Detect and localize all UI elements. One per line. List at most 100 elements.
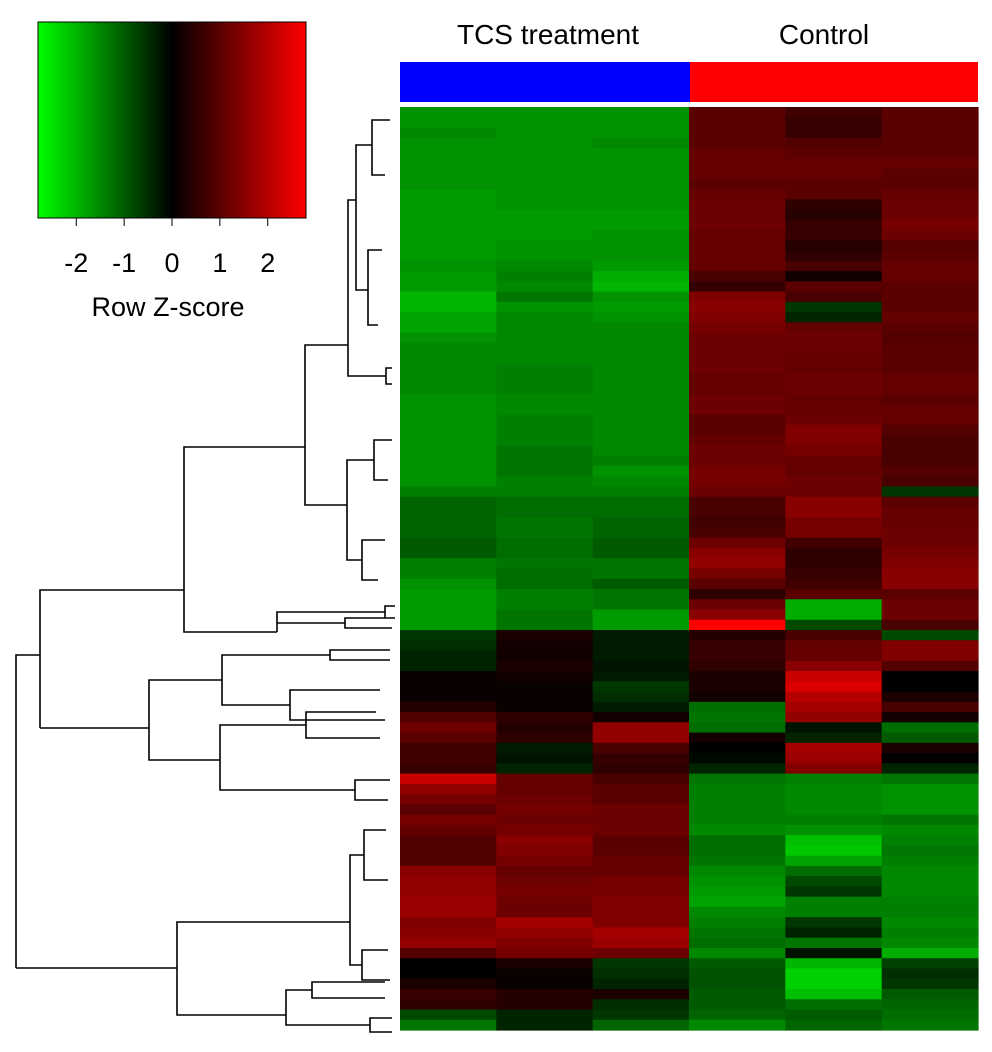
heatmap-cell [592, 250, 690, 262]
heatmap-cell [400, 568, 497, 580]
heatmap-cell [881, 804, 979, 816]
heatmap-cell [496, 363, 594, 375]
heatmap-cell [496, 835, 594, 846]
heatmap-cell [400, 599, 497, 611]
heatmap-cell [592, 117, 690, 129]
heatmap-cell [496, 117, 594, 129]
heatmap-cell [881, 978, 979, 990]
heatmap-cell [785, 137, 883, 149]
heatmap-cell [400, 855, 497, 867]
heatmap-cell [592, 865, 690, 877]
heatmap-cell [785, 978, 883, 990]
heatmap-cell [400, 424, 497, 436]
heatmap-cell [496, 876, 594, 888]
heatmap-cell [785, 107, 883, 118]
heatmap-cell [592, 753, 690, 764]
heatmap-cell [592, 332, 690, 344]
heatmap-cell [496, 404, 594, 416]
heatmap-cell [689, 681, 786, 693]
heatmap-cell [881, 476, 979, 488]
heatmap-cell [785, 209, 883, 221]
heatmap-cell [592, 640, 690, 652]
heatmap-cell [496, 219, 594, 231]
heatmap-cell [881, 332, 979, 344]
heatmap-cell [592, 609, 690, 621]
heatmap-cell [400, 609, 497, 621]
heatmap-cell [689, 527, 786, 539]
heatmap-cell [881, 988, 979, 1000]
heatmap-cell [400, 845, 497, 857]
heatmap-cell [400, 619, 497, 631]
heatmap-cell [400, 958, 497, 970]
heatmap-cell [400, 1009, 497, 1021]
heatmap-cell [592, 701, 690, 713]
heatmap-cell [881, 763, 979, 775]
heatmap-cell [785, 814, 883, 826]
heatmap-cell [496, 578, 594, 590]
heatmap-cell [689, 978, 786, 990]
heatmap-cell [400, 178, 497, 190]
dendrogram-root [15, 144, 386, 1026]
heatmap-cell [496, 794, 594, 805]
heatmap-cell [785, 178, 883, 190]
heatmap-cell [496, 517, 594, 529]
heatmap-cell [592, 896, 690, 908]
heatmap-cell [785, 312, 883, 323]
heatmap-cell [881, 127, 979, 139]
heatmap-cell [881, 271, 979, 282]
heatmap-cell [592, 968, 690, 980]
heatmap-cell [881, 424, 979, 436]
heatmap-cell [785, 619, 883, 631]
heatmap-cell [881, 558, 979, 570]
heatmap-cell [689, 158, 786, 170]
heatmap-cell [400, 281, 497, 293]
heatmap-cell [689, 937, 786, 949]
heatmap-cell [689, 763, 786, 775]
heatmap-cell [592, 168, 690, 180]
heatmap-cell [785, 332, 883, 344]
heatmap-cell [496, 599, 594, 611]
heatmap-cell [785, 691, 883, 703]
heatmap-cell [881, 322, 979, 334]
heatmap-cell [592, 271, 690, 282]
heatmap-cell [496, 342, 594, 354]
heatmap-cell [689, 240, 786, 252]
heatmap-cell [592, 671, 690, 682]
group-color-bar-tcs-treatment [400, 62, 690, 102]
heatmap-cell [881, 250, 979, 262]
heatmap-cell [785, 127, 883, 139]
heatmap-cell [689, 127, 786, 139]
heatmap-cell [496, 804, 594, 816]
heatmap-cell [881, 578, 979, 590]
heatmap-cell [496, 845, 594, 857]
color-key-gradient [37, 21, 307, 219]
heatmap-cell [496, 712, 594, 723]
heatmap-cell [689, 855, 786, 867]
heatmap-cell [496, 445, 594, 457]
heatmap-cell [400, 189, 497, 200]
heatmap-cell [400, 660, 497, 672]
heatmap-cell [400, 199, 497, 211]
heatmap-cell [689, 117, 786, 129]
heatmap-cell [785, 712, 883, 723]
heatmap-cell [881, 958, 979, 970]
heatmap-cell [496, 814, 594, 826]
heatmap-cell [496, 783, 594, 795]
heatmap-cell [496, 312, 594, 323]
heatmap-cell [400, 835, 497, 846]
heatmap-cell [785, 794, 883, 805]
heatmap-cell [592, 342, 690, 354]
heatmap-cell [881, 363, 979, 375]
heatmap-cell [592, 455, 690, 467]
heatmap-cell [785, 609, 883, 621]
heatmap-cell [689, 722, 786, 734]
heatmap-cell [592, 927, 690, 939]
heatmap-cell [689, 291, 786, 303]
heatmap-cell [881, 455, 979, 467]
heatmap-cell [785, 373, 883, 385]
heatmap-cell [785, 937, 883, 949]
heatmap-cell [689, 1019, 786, 1031]
heatmap-cell [785, 240, 883, 252]
heatmap-cell [881, 947, 979, 959]
heatmap-cell [689, 465, 786, 477]
